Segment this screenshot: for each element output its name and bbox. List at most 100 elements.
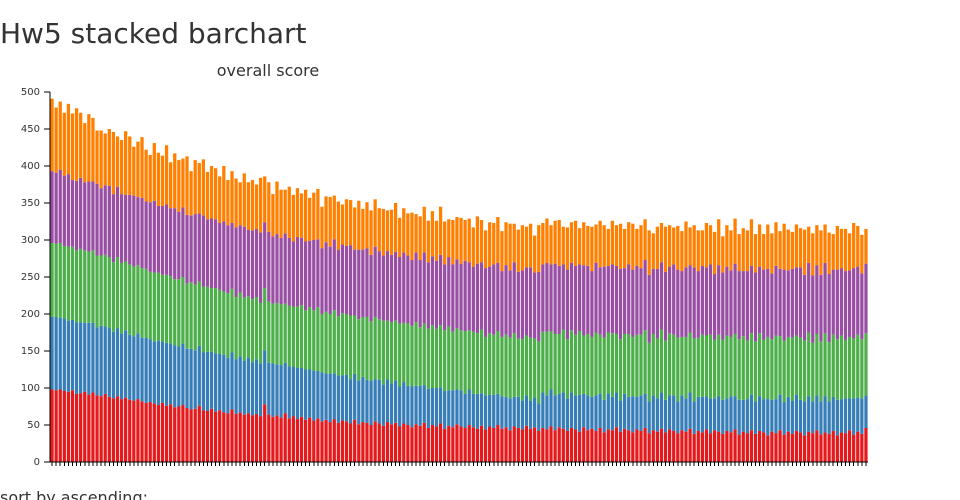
bar-segment	[406, 385, 410, 425]
bar-segment	[614, 265, 619, 334]
bar-segment	[197, 281, 201, 346]
bar-segment	[132, 266, 136, 337]
bar-segment	[169, 276, 173, 344]
bar-segment	[348, 200, 353, 246]
bar-segment	[398, 217, 402, 258]
bar-segment	[418, 327, 422, 386]
bar-segment	[647, 433, 651, 462]
bar-segment	[631, 223, 635, 270]
bar-segment	[561, 264, 565, 330]
bar-segment	[618, 268, 623, 340]
y-tick-label: 200	[21, 309, 40, 320]
bar-segment	[410, 386, 414, 428]
bar-segment	[852, 398, 856, 435]
bar-segment	[475, 263, 480, 334]
bar-segment	[234, 359, 238, 414]
bar-segment	[778, 394, 782, 431]
bar-segment	[455, 389, 459, 425]
bar-segment	[279, 304, 283, 366]
y-tick-label: 450	[21, 124, 40, 135]
bar-segment	[332, 239, 336, 311]
bar-segment	[721, 399, 725, 434]
bar-segment	[553, 333, 557, 396]
bar-segment	[152, 272, 156, 342]
bar-segment	[643, 393, 647, 428]
bar-segment	[74, 180, 79, 251]
bar-segment	[839, 268, 844, 336]
bar-segment	[455, 217, 459, 260]
bar-segment	[815, 265, 819, 334]
bar-segment	[864, 427, 868, 462]
bar-segment	[524, 335, 529, 396]
bar-segment	[823, 432, 827, 462]
bar-segment	[308, 417, 312, 462]
bar-segment	[177, 346, 181, 407]
bar-segment	[406, 255, 410, 324]
bar-segment	[316, 418, 320, 462]
bar-segment	[729, 270, 733, 337]
bar-segment	[631, 336, 635, 397]
bar-segment	[712, 274, 717, 340]
bar-segment	[667, 225, 672, 267]
bar-segment	[753, 234, 758, 273]
bar-segment	[614, 225, 619, 266]
bar-segment	[344, 245, 349, 314]
bar-segment	[263, 222, 267, 289]
bar-segment	[50, 98, 54, 172]
bar-segment	[528, 337, 533, 401]
bar-segment	[365, 248, 369, 317]
bar-segment	[541, 427, 545, 462]
bar-segment	[402, 382, 406, 424]
bar-segment	[582, 393, 586, 428]
bar-segment	[717, 219, 721, 266]
bar-segment	[283, 189, 287, 234]
bar-segment	[807, 396, 811, 432]
bar-segment	[160, 341, 165, 403]
bar-segment	[778, 430, 782, 462]
bar-segment	[451, 427, 455, 462]
bar-segment	[618, 431, 623, 462]
bar-segment	[140, 137, 144, 198]
bar-segment	[303, 419, 308, 462]
bar-segment	[79, 322, 83, 394]
bar-segment	[214, 168, 218, 220]
bar-segment	[676, 337, 680, 402]
bar-segment	[181, 207, 185, 277]
bar-segment	[786, 229, 790, 271]
bar-segment	[573, 429, 578, 462]
bar-segment	[500, 396, 504, 429]
bar-segment	[749, 333, 754, 395]
bar-segment	[373, 246, 377, 317]
bar-segment	[651, 395, 655, 431]
bar-segment	[856, 334, 860, 398]
bar-segment	[606, 429, 610, 462]
bar-segment	[267, 182, 271, 232]
bar-segment	[373, 421, 377, 462]
bar-segment	[680, 336, 684, 396]
bar-segment	[336, 316, 340, 376]
bar-segment	[169, 208, 173, 277]
bar-segment	[144, 337, 148, 403]
bar-segment	[193, 284, 197, 351]
bar-segment	[312, 370, 316, 421]
bar-segment	[753, 341, 758, 402]
bar-segment	[385, 251, 390, 321]
bar-segment	[406, 323, 410, 386]
bar-segment	[696, 271, 700, 338]
bar-segment	[561, 392, 565, 429]
bar-segment	[569, 330, 574, 393]
bar-segment	[340, 420, 345, 462]
bar-segment	[823, 224, 827, 263]
bar-segment	[238, 225, 242, 293]
bar-segment	[762, 432, 766, 462]
bar-segment	[279, 189, 283, 238]
bar-segment	[426, 388, 430, 428]
bar-segment	[561, 226, 565, 265]
bar-segment	[271, 416, 275, 462]
bar-segment	[815, 430, 819, 462]
bar-segment	[676, 433, 680, 462]
bar-segment	[124, 330, 128, 398]
bar-segment	[91, 181, 95, 251]
bar-segment	[222, 412, 226, 462]
bar-segment	[843, 271, 848, 340]
